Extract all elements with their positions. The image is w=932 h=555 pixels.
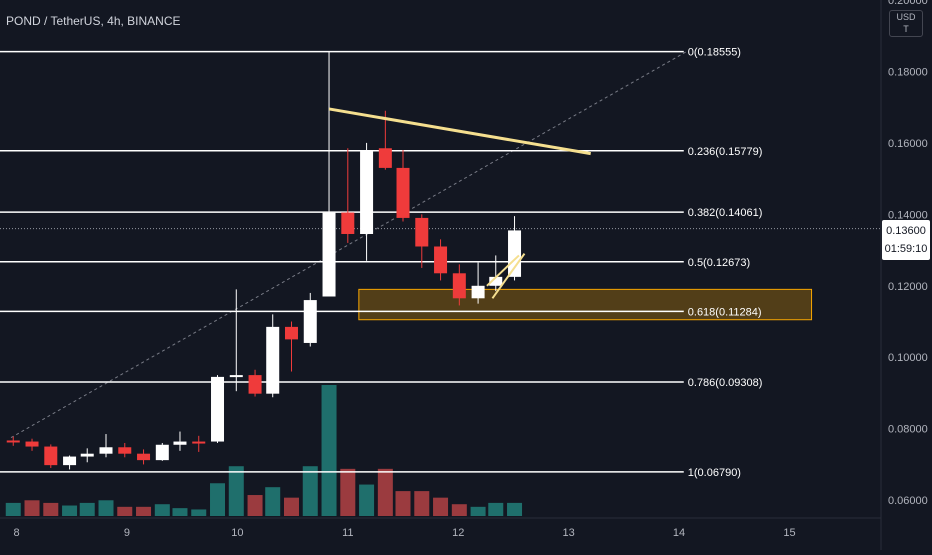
volume-bar: [359, 484, 375, 516]
volume-bar: [488, 502, 504, 516]
x-tick-label: 15: [783, 527, 795, 539]
x-tick-label: 8: [13, 527, 19, 539]
fib-level-label: 0(0.18555): [688, 47, 741, 59]
y-tick-label: 0.10000: [888, 352, 928, 364]
y-tick-label: 0.16000: [888, 138, 928, 150]
current-price-tag: 0.13600 01:59:10: [882, 220, 930, 260]
candle-body: [6, 440, 20, 443]
volume-bar: [283, 497, 299, 516]
candle-body: [415, 217, 429, 247]
volume-bar: [470, 506, 486, 516]
y-tick-label: 0.12000: [888, 281, 928, 293]
volume-bar: [451, 504, 467, 516]
wedge-lower-line: [491, 253, 526, 299]
y-tick-label: 0.08000: [888, 424, 928, 436]
candle-body: [25, 441, 39, 447]
x-tick-label: 10: [231, 527, 243, 539]
volume-bar: [154, 504, 170, 516]
volume-bar: [265, 487, 281, 516]
current-price-label: 0.13600: [886, 225, 926, 237]
x-tick-label: 12: [452, 527, 464, 539]
volume-bar: [395, 491, 411, 516]
candle-body: [99, 447, 113, 454]
x-tick-label: 11: [342, 527, 353, 539]
candle-body: [341, 212, 355, 234]
candle-body: [396, 167, 410, 218]
candle-body: [173, 441, 187, 445]
y-tick-label: 0.06000: [888, 495, 928, 507]
volume-bar: [247, 495, 263, 516]
x-tick-label: 13: [563, 527, 575, 539]
volume-bar: [172, 508, 188, 516]
volume-bar: [43, 502, 59, 516]
volume-bar: [98, 500, 114, 516]
candle-body: [80, 453, 94, 457]
candle-body: [118, 447, 132, 454]
volume-bar: [62, 505, 78, 516]
candle-body: [248, 375, 262, 394]
fib-level-label: 1(0.06790): [688, 467, 741, 479]
fib-level-label: 0.5(0.12673): [688, 257, 750, 269]
support-zone-box: [358, 288, 813, 321]
fib-level-label: 0.618(0.11284): [688, 306, 762, 318]
volume-bar: [117, 506, 133, 516]
symbol-title: POND / TetherUS, 4h, BINANCE: [6, 14, 181, 28]
currency-label-bottom: T: [903, 24, 909, 34]
fib-level-label: 0.786(0.09308): [688, 377, 763, 389]
fib-level-label: 0.382(0.14061): [688, 207, 763, 219]
volume-bar: [377, 468, 393, 516]
volume-bar: [507, 502, 523, 516]
currency-label-top: USD: [896, 12, 916, 22]
candle-body: [378, 148, 392, 168]
candle-body: [452, 273, 466, 299]
volume-bar: [340, 468, 356, 516]
fib-level-label: 0.236(0.15779): [688, 146, 763, 158]
candle-body: [322, 212, 336, 297]
candle-body: [266, 326, 280, 394]
fib-trend-line: [10, 51, 688, 439]
volume-bar: [228, 466, 244, 516]
candle-body: [489, 276, 503, 286]
candle-body: [434, 246, 448, 274]
y-tick-label: 0.18000: [888, 66, 928, 78]
volume-bar: [321, 385, 337, 516]
candle-body: [471, 285, 485, 299]
wedge-upper-line: [486, 254, 520, 287]
candle-body: [137, 453, 151, 461]
candle-countdown-label: 01:59:10: [884, 243, 928, 255]
y-tick-label: 0.20000: [888, 0, 928, 7]
descending-trendline: [328, 107, 591, 156]
volume-bar: [136, 506, 152, 516]
currency-badge[interactable]: USD T: [889, 10, 923, 37]
candle-body: [360, 150, 374, 234]
candle-body: [211, 376, 225, 442]
candle-body: [284, 326, 298, 340]
candle-body: [508, 230, 522, 277]
volume-bar: [302, 466, 318, 516]
volume-bar: [5, 502, 21, 516]
volume-bar: [24, 500, 40, 516]
candle-body: [44, 446, 58, 466]
y-tick-label: 0.14000: [888, 209, 928, 221]
volume-bar: [79, 502, 95, 516]
candle-body: [192, 441, 206, 444]
candle-body: [63, 456, 77, 466]
candle-body: [155, 444, 169, 461]
x-tick-label: 14: [673, 527, 685, 539]
candle-body: [303, 300, 317, 343]
candle-body: [229, 375, 243, 378]
x-tick-label: 9: [124, 527, 130, 539]
volume-bar: [210, 483, 226, 516]
volume-bar: [433, 497, 449, 516]
volume-bar: [414, 491, 430, 516]
volume-bar: [191, 509, 207, 516]
